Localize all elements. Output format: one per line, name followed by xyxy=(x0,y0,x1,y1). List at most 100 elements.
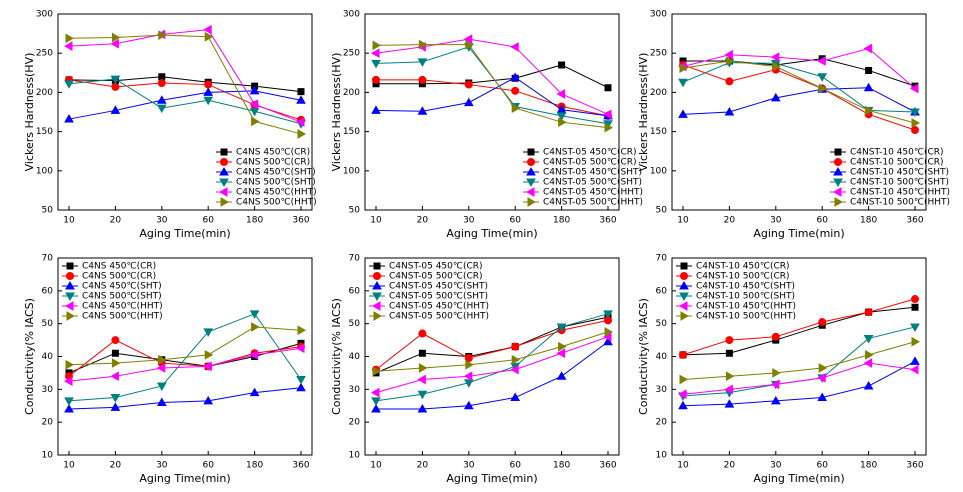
marker xyxy=(371,59,381,69)
y-tick-label: 200 xyxy=(343,88,360,98)
series-line xyxy=(375,331,609,372)
legend: C4NST-10 450℃(CR)C4NST-10 500℃(CR)C4NST-… xyxy=(830,148,950,208)
marker xyxy=(511,86,520,95)
series-line xyxy=(376,341,609,410)
y-axis-title: Vickers Hardness(HV) xyxy=(637,53,650,172)
legend-label: C4NST-10 500℃(HHT) xyxy=(696,312,796,322)
marker xyxy=(219,166,229,176)
marker xyxy=(863,358,873,368)
marker xyxy=(418,349,426,357)
marker xyxy=(770,395,781,405)
chart-panel: 50 100 150 200 250 300 10 20 30 60 180 360 Aging Tim… xyxy=(637,10,950,241)
marker xyxy=(297,129,307,139)
marker xyxy=(371,301,381,311)
plot-frame xyxy=(364,13,620,211)
series-line xyxy=(68,29,302,123)
y-tick-label: 20 xyxy=(42,418,54,428)
marker xyxy=(156,397,167,406)
chart-panel: 10 20 30 40 50 60 70 10 20 30 60 180 360 Aging Time(m… xyxy=(637,254,927,485)
legend-label: C4NS 450℃(HHT) xyxy=(236,188,317,198)
marker xyxy=(817,56,826,66)
marker xyxy=(678,400,688,410)
marker xyxy=(772,368,781,378)
marker xyxy=(373,262,381,270)
legend-label: C4NST-05 500℃(HHT) xyxy=(389,312,489,322)
y-tick-label: 150 xyxy=(650,127,667,137)
legend-label: C4NST-10 450℃(CR) xyxy=(850,148,944,158)
marker xyxy=(680,311,690,321)
x-tick-label: 180 xyxy=(860,216,877,226)
legend-label: C4NST-05 450℃(HHT) xyxy=(543,188,643,198)
series-line xyxy=(68,387,302,410)
legend-label: C4NST-10 450℃(HHT) xyxy=(696,302,796,312)
y-tick-label: 70 xyxy=(349,254,361,264)
marker xyxy=(158,354,167,365)
marker xyxy=(372,292,382,302)
y-tick-label: 60 xyxy=(42,286,54,296)
marker xyxy=(110,371,119,382)
marker xyxy=(417,390,428,400)
x-tick-label: 60 xyxy=(509,461,521,471)
legend-label: C4NST-05 500℃(CR) xyxy=(543,158,637,168)
marker xyxy=(220,148,228,156)
y-tick-label: 50 xyxy=(656,319,668,329)
marker xyxy=(910,323,920,332)
marker xyxy=(863,334,874,344)
legend-label: C4NS 500℃(SHT) xyxy=(236,178,316,188)
marker xyxy=(157,78,166,87)
legend-label: C4NST-10 450℃(HHT) xyxy=(850,188,950,198)
plot-frame xyxy=(671,13,927,211)
x-tick-label: 30 xyxy=(770,216,782,226)
marker xyxy=(372,280,382,290)
x-axis-title: Aging Time(min) xyxy=(139,227,230,240)
x-tick-label: 360 xyxy=(599,216,616,226)
marker xyxy=(296,95,306,104)
marker xyxy=(156,95,167,104)
marker xyxy=(510,42,519,52)
series-line xyxy=(683,58,916,87)
x-tick-label: 180 xyxy=(553,216,570,226)
marker xyxy=(678,109,688,118)
marker xyxy=(64,397,74,406)
marker xyxy=(770,92,781,102)
y-axis-title: Conductivity(% IACS) xyxy=(637,298,650,415)
marker xyxy=(770,52,780,62)
y-tick-label: 10 xyxy=(349,451,361,461)
marker xyxy=(526,178,536,188)
legend-label: C4NST-10 450℃(SHT) xyxy=(850,168,949,178)
y-tick-label: 100 xyxy=(343,166,360,176)
series-line xyxy=(375,38,609,115)
x-axis-title: Aging Time(min) xyxy=(753,227,844,240)
y-tick-label: 30 xyxy=(349,385,361,395)
marker xyxy=(249,310,260,319)
marker xyxy=(418,363,428,373)
x-tick-label: 30 xyxy=(463,216,475,226)
marker xyxy=(249,99,259,110)
marker xyxy=(679,63,689,73)
legend: C4NS 450℃(CR)C4NS 500℃(CR)C4NS 450℃(SHT)… xyxy=(62,262,163,322)
marker xyxy=(417,374,426,385)
marker xyxy=(64,114,74,123)
marker xyxy=(832,187,842,197)
marker xyxy=(251,322,260,332)
marker xyxy=(66,262,74,270)
series-line xyxy=(375,313,609,402)
marker xyxy=(370,48,380,59)
chart-panel: 50 100 150 200 250 300 10 20 30 60 180 360 Aging Tim… xyxy=(330,10,643,241)
y-tick-label: 70 xyxy=(656,254,668,264)
marker xyxy=(910,356,920,365)
x-axis-title: Aging Time(min) xyxy=(446,472,537,485)
marker xyxy=(371,404,381,413)
marker xyxy=(817,372,826,383)
marker xyxy=(463,371,473,382)
marker xyxy=(558,341,567,352)
x-tick-label: 10 xyxy=(370,216,382,226)
series-line xyxy=(376,79,609,117)
marker xyxy=(911,303,919,311)
x-axis-title: Aging Time(min) xyxy=(753,472,844,485)
marker xyxy=(911,336,921,347)
marker xyxy=(66,311,76,321)
marker xyxy=(511,354,521,365)
legend: C4NST-05 450℃(CR)C4NST-05 500℃(CR)C4NST-… xyxy=(369,262,489,322)
